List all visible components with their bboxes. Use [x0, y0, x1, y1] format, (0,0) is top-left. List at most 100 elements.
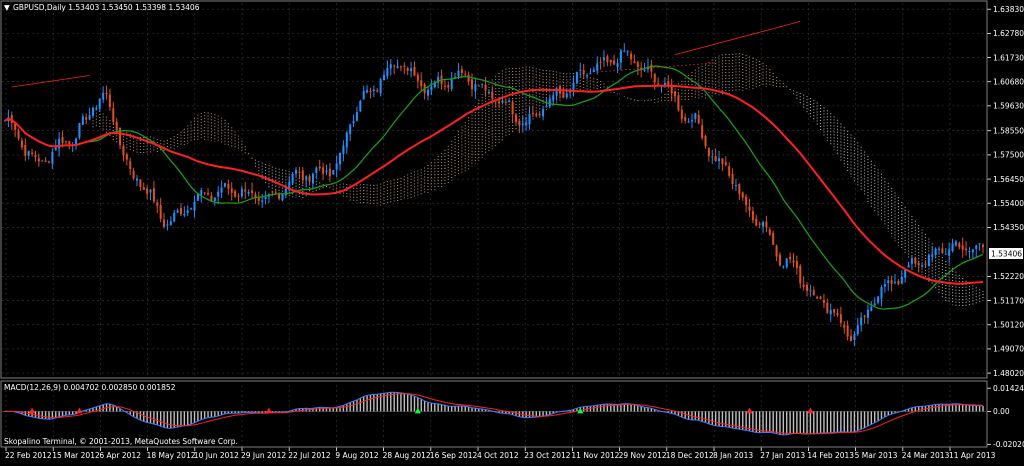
candle-body	[179, 208, 182, 215]
y-tick-label: 1.60680	[993, 78, 1024, 87]
macd-histogram-bar	[261, 411, 263, 414]
signal-arrow-icon	[746, 407, 753, 414]
macd-histogram-bar	[772, 411, 774, 433]
x-tick-label: 18 Dec 2012	[666, 451, 714, 460]
candle-body	[531, 113, 534, 115]
candle-body	[295, 169, 298, 174]
candle-body	[535, 114, 538, 116]
macd-histogram-bar	[156, 411, 158, 425]
macd-histogram-bar	[850, 411, 852, 433]
macd-histogram-bar	[400, 392, 402, 412]
candle-body	[521, 123, 524, 126]
candle-body	[426, 89, 430, 96]
candle-body	[399, 66, 402, 68]
candle-body	[166, 224, 169, 226]
macd-histogram-bar	[857, 411, 859, 431]
x-tick-label: 18 May 2012	[147, 451, 196, 460]
candle-body	[619, 50, 622, 63]
candle-body	[437, 76, 440, 83]
macd-histogram-bar	[498, 411, 500, 413]
candle-body	[511, 101, 514, 115]
macd-histogram-bar	[792, 411, 795, 434]
macd-histogram-bar	[782, 411, 785, 435]
macd-histogram-bar	[352, 401, 355, 412]
candle-body	[237, 195, 240, 197]
macd-histogram-bar	[217, 411, 219, 416]
candle-body	[457, 70, 460, 76]
macd-histogram-bar	[738, 411, 741, 430]
macd-histogram-bar	[220, 411, 223, 415]
macd-histogram-bar	[386, 392, 389, 412]
macd-histogram-bar	[694, 411, 697, 420]
macd-histogram-bar	[874, 411, 876, 423]
macd-histogram-bar	[843, 411, 845, 432]
macd-histogram-bar	[183, 411, 186, 426]
candles-layer	[3, 43, 985, 347]
y-tick-label: 1.58550	[993, 127, 1024, 136]
macd-histogram-bar	[325, 407, 328, 412]
candle-body	[413, 66, 416, 76]
candle-body	[687, 121, 690, 123]
x-tick-label: 22 Feb 2012	[5, 451, 52, 460]
candle-body	[193, 201, 196, 211]
signal-arrow-icon	[29, 407, 36, 414]
candle-body	[636, 62, 639, 68]
candle-body	[765, 221, 768, 228]
macd-histogram-bar	[61, 411, 64, 417]
macd-histogram-bar	[758, 411, 761, 433]
macd-histogram-bar	[830, 411, 832, 433]
macd-histogram-bar	[593, 405, 595, 412]
macd-histogram-bar	[180, 411, 182, 427]
candle-body	[362, 91, 365, 100]
macd-histogram-bar	[731, 411, 734, 429]
candle-body	[416, 74, 419, 81]
y-tick-label: 1.62780	[993, 29, 1024, 38]
macd-histogram-bar	[596, 405, 598, 412]
macd-histogram-bar	[187, 411, 189, 425]
candle-body	[768, 229, 771, 235]
candle-body	[711, 156, 714, 158]
macd-histogram-bar	[369, 394, 372, 412]
candle-body	[904, 269, 907, 278]
candle-body	[382, 75, 386, 81]
macd-histogram-bar	[454, 406, 456, 412]
candle-body	[271, 191, 274, 193]
x-tick-label: 10 Jun 2012	[194, 451, 239, 460]
macd-histogram-bar	[765, 411, 768, 433]
candle-body	[961, 245, 964, 250]
macd-histogram-bar	[532, 411, 534, 418]
candle-body	[552, 95, 555, 101]
macd-histogram-bar	[752, 411, 754, 432]
macd-histogram-bar	[670, 411, 673, 414]
candle-body	[190, 208, 193, 210]
macd-signal-line	[5, 393, 984, 435]
macd-histogram-bar	[193, 411, 196, 423]
candle-body	[833, 309, 836, 313]
candle-body	[51, 151, 54, 164]
candle-body	[883, 283, 886, 287]
macd-histogram-bar	[231, 411, 233, 414]
candle-body	[125, 154, 128, 160]
macd-histogram-bar	[742, 411, 744, 430]
macd-histogram-bar	[951, 403, 954, 412]
macd-histogram-bar	[545, 411, 548, 416]
macd-histogram-bar	[339, 406, 341, 412]
candle-body	[376, 90, 379, 92]
macd-histogram-bar	[975, 405, 977, 412]
macd-histogram-bar	[356, 399, 358, 412]
macd-histogram-bar	[41, 411, 43, 419]
macd-histogram-bar	[948, 404, 950, 412]
macd-histogram-bar	[315, 407, 318, 412]
macd-histogram-bar	[867, 411, 869, 427]
macd-histogram-bar	[819, 411, 822, 434]
candle-body	[592, 69, 595, 73]
candle-body	[196, 193, 199, 201]
macd-histogram-bar	[958, 403, 961, 412]
candle-body	[501, 100, 504, 103]
macd-histogram-bar	[203, 411, 206, 419]
macd-histogram-bar	[914, 406, 917, 412]
candle-body	[389, 64, 392, 69]
candle-body	[325, 170, 328, 173]
macd-histogram-bar	[667, 411, 669, 413]
macd-histogram-bar	[241, 411, 243, 413]
